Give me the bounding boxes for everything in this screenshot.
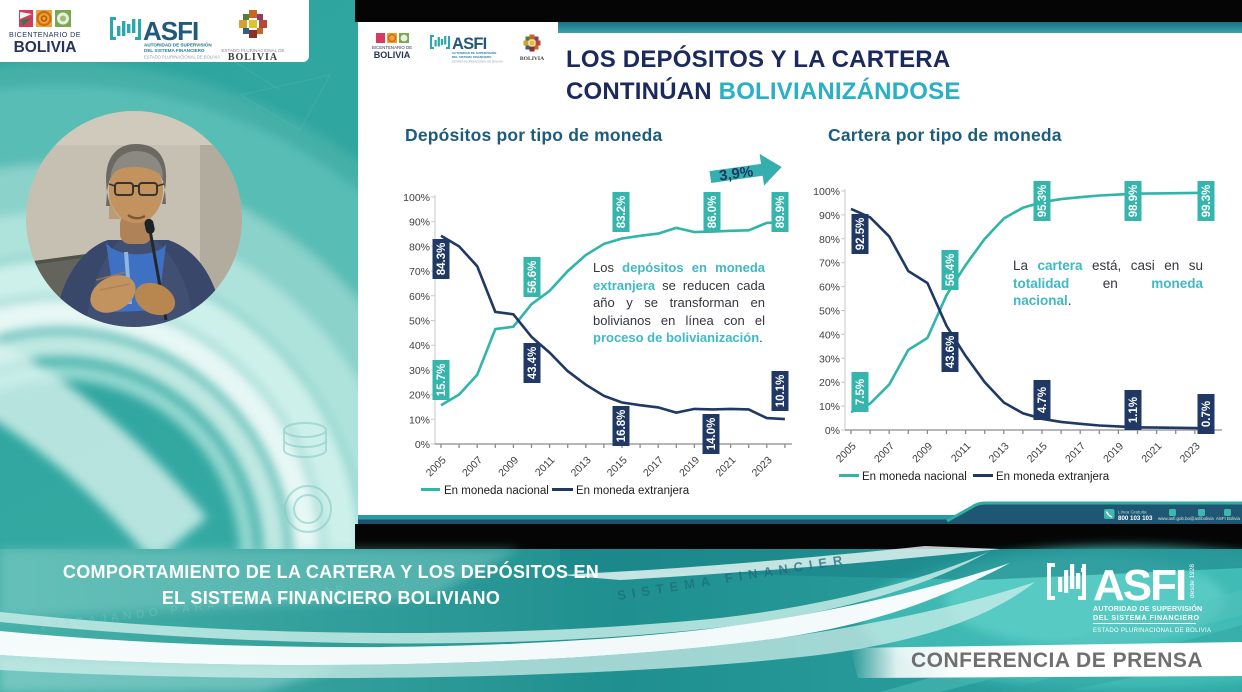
svg-text:92.5%: 92.5% xyxy=(855,218,867,251)
svg-text:50%: 50% xyxy=(409,316,430,328)
svg-text:www.asfi.gob.bo: www.asfi.gob.bo xyxy=(1158,516,1191,521)
svg-text:2023: 2023 xyxy=(1178,440,1203,465)
svg-text:98.9%: 98.9% xyxy=(1128,185,1140,218)
svg-text:4.7%: 4.7% xyxy=(1037,387,1049,413)
svg-text:En moneda extranjera: En moneda extranjera xyxy=(996,471,1110,483)
svg-text:ASFI: ASFI xyxy=(452,35,487,53)
svg-text:20%: 20% xyxy=(409,390,430,402)
svg-text:56.6%: 56.6% xyxy=(527,261,539,294)
svg-text:2019: 2019 xyxy=(677,454,702,479)
svg-text:2021: 2021 xyxy=(713,454,738,479)
svg-text:10%: 10% xyxy=(409,414,430,426)
svg-text:En moneda extranjera: En moneda extranjera xyxy=(576,485,690,497)
svg-text:AUTORIDAD DE SUPERVISIÓN: AUTORIDAD DE SUPERVISIÓN xyxy=(144,41,212,48)
svg-text:ASFI: ASFI xyxy=(1093,561,1185,610)
svg-text:ESTADO PLURINACIONAL DE: ESTADO PLURINACIONAL DE xyxy=(221,48,284,53)
svg-text:COMPORTAMIENTO DE LA CARTERA Y: COMPORTAMIENTO DE LA CARTERA Y LOS DEPÓS… xyxy=(63,561,599,582)
svg-text:2019: 2019 xyxy=(1101,440,1126,465)
svg-text:DEL SISTEMA FINANCIERO: DEL SISTEMA FINANCIERO xyxy=(452,55,492,59)
svg-text:70%: 70% xyxy=(819,258,840,270)
svg-text:2013: 2013 xyxy=(987,440,1012,465)
svg-text:15.7%: 15.7% xyxy=(436,364,448,397)
svg-text:2011: 2011 xyxy=(949,440,974,465)
svg-text:En moneda nacional: En moneda nacional xyxy=(444,485,549,497)
svg-text:20%: 20% xyxy=(819,377,840,389)
svg-text:40%: 40% xyxy=(819,329,840,341)
svg-text:40%: 40% xyxy=(409,340,430,352)
svg-text:2005: 2005 xyxy=(834,440,859,465)
svg-text:BICENTENARIO DE: BICENTENARIO DE xyxy=(372,45,412,50)
svg-text:90%: 90% xyxy=(819,210,840,222)
svg-text:2005: 2005 xyxy=(424,454,449,479)
svg-text:3,9%: 3,9% xyxy=(718,163,754,185)
svg-text:90%: 90% xyxy=(409,217,430,229)
svg-text:0.7%: 0.7% xyxy=(1201,401,1213,427)
svg-text:80%: 80% xyxy=(409,241,430,253)
svg-text:7.5%: 7.5% xyxy=(855,379,867,405)
svg-text:Línea Gratuita: Línea Gratuita xyxy=(1118,510,1147,515)
svg-text:800 103 103: 800 103 103 xyxy=(1118,515,1153,522)
svg-text:CONFERENCIA DE PRENSA: CONFERENCIA DE PRENSA xyxy=(911,649,1203,672)
svg-text:2009: 2009 xyxy=(910,440,935,465)
svg-text:10.1%: 10.1% xyxy=(775,375,787,408)
svg-text:99.3%: 99.3% xyxy=(1201,185,1213,218)
svg-text:60%: 60% xyxy=(409,291,430,303)
svg-text:10%: 10% xyxy=(819,401,840,413)
svg-text:16.8%: 16.8% xyxy=(616,410,628,443)
svg-text:0%: 0% xyxy=(825,425,840,437)
svg-text:ESTADO PLURINACIONAL DE BOLIVI: ESTADO PLURINACIONAL DE BOLIVIA xyxy=(144,55,220,60)
svg-text:@asfibolivia: @asfibolivia xyxy=(1190,516,1214,521)
svg-text:BOLIVIA: BOLIVIA xyxy=(14,39,77,56)
svg-text:ESTADO PLURINACIONAL DE BOLIVI: ESTADO PLURINACIONAL DE BOLIVIA xyxy=(1093,628,1211,634)
svg-text:2023: 2023 xyxy=(750,454,775,479)
svg-text:2009: 2009 xyxy=(496,454,521,479)
svg-text:ESTADO PLURINACIONAL DE BOLIVI: ESTADO PLURINACIONAL DE BOLIVIA xyxy=(452,60,503,64)
svg-text:2007: 2007 xyxy=(460,454,485,479)
svg-text:desde 1928: desde 1928 xyxy=(1189,564,1196,598)
svg-text:84.3%: 84.3% xyxy=(436,243,448,276)
svg-text:43.4%: 43.4% xyxy=(527,347,539,380)
svg-text:ASFI Bolivia: ASFI Bolivia xyxy=(1216,516,1240,521)
svg-text:14.0%: 14.0% xyxy=(706,418,718,451)
svg-text:50%: 50% xyxy=(819,306,840,318)
svg-text:DEL SISTEMA FINANCIERO: DEL SISTEMA FINANCIERO xyxy=(1093,614,1200,622)
svg-text:En moneda nacional: En moneda nacional xyxy=(862,471,967,483)
svg-text:2017: 2017 xyxy=(641,454,666,479)
svg-text:BOLIVIA: BOLIVIA xyxy=(228,52,278,62)
svg-text:0%: 0% xyxy=(415,439,430,451)
svg-text:95.3%: 95.3% xyxy=(1037,185,1049,218)
svg-text:30%: 30% xyxy=(819,353,840,365)
svg-text:60%: 60% xyxy=(819,282,840,294)
svg-text:2021: 2021 xyxy=(1139,440,1164,465)
svg-text:56.4%: 56.4% xyxy=(945,254,957,287)
svg-text:86.0%: 86.0% xyxy=(707,196,719,229)
svg-text:100%: 100% xyxy=(813,186,840,198)
svg-text:BOLIVIA: BOLIVIA xyxy=(520,56,544,62)
svg-text:DEL SISTEMA FINANCIERO: DEL SISTEMA FINANCIERO xyxy=(144,48,205,53)
svg-text:43.6%: 43.6% xyxy=(945,336,957,369)
svg-text:AUTORIDAD DE SUPERVISIÓN: AUTORIDAD DE SUPERVISIÓN xyxy=(1093,604,1202,613)
svg-text:2013: 2013 xyxy=(569,454,594,479)
svg-text:2007: 2007 xyxy=(872,440,897,465)
svg-text:83.2%: 83.2% xyxy=(616,196,628,229)
svg-text:30%: 30% xyxy=(409,365,430,377)
svg-text:1.1%: 1.1% xyxy=(1128,397,1140,423)
svg-text:ASFI: ASFI xyxy=(143,16,198,46)
svg-text:BOLIVIA: BOLIVIA xyxy=(374,50,411,60)
svg-text:EL SISTEMA FINANCIERO BOLIVIAN: EL SISTEMA FINANCIERO BOLIVIANO xyxy=(162,588,500,608)
svg-text:BICENTENARIO DE: BICENTENARIO DE xyxy=(9,30,81,39)
svg-text:70%: 70% xyxy=(409,266,430,278)
svg-text:2011: 2011 xyxy=(533,454,558,479)
svg-text:80%: 80% xyxy=(819,234,840,246)
svg-text:2015: 2015 xyxy=(605,454,630,479)
svg-text:AUTORIDAD DE SUPERVISIÓN: AUTORIDAD DE SUPERVISIÓN xyxy=(452,50,496,55)
svg-text:2017: 2017 xyxy=(1063,440,1088,465)
svg-text:2015: 2015 xyxy=(1025,440,1050,465)
svg-text:100%: 100% xyxy=(403,192,430,204)
svg-text:89.9%: 89.9% xyxy=(775,196,787,229)
